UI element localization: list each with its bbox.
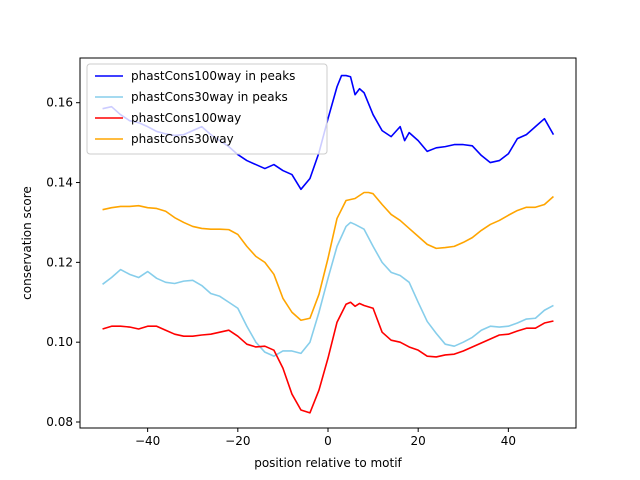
x-axis-ticks: −40 −20 0 20 40 [135,428,516,448]
series-line-phastcons30way-in-peaks [102,221,554,357]
series-line-phastcons100way [102,301,554,414]
legend-entry-label: phastCons100way in peaks [131,69,295,83]
series-lines [102,74,555,414]
y-tick-label: 0.14 [46,176,73,190]
y-tick-label: 0.10 [46,335,73,349]
legend: phastCons100way in peaks phastCons30way i… [86,63,328,155]
x-tick-label: −40 [135,434,160,448]
y-tick-label: 0.12 [46,255,73,269]
x-tick-label: 0 [324,434,332,448]
legend-box [86,63,328,155]
x-axis-label: position relative to motif [254,456,402,470]
x-tick-label: 40 [501,434,516,448]
y-tick-label: 0.16 [46,96,73,110]
legend-entry-label: phastCons30way [131,132,234,146]
legend-entry-label: phastCons100way [131,111,241,125]
legend-entry-label: phastCons30way in peaks [131,90,288,104]
y-tick-label: 0.08 [46,415,73,429]
x-tick-label: −20 [225,434,250,448]
series-line-phastcons30way [102,191,554,322]
y-axis-ticks: 0.08 0.10 0.12 0.14 0.16 [46,96,80,429]
y-axis-label: conservation score [20,186,34,300]
x-tick-label: 20 [411,434,426,448]
